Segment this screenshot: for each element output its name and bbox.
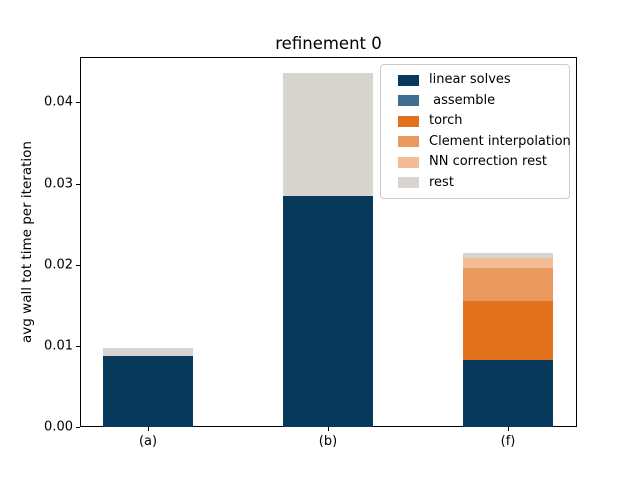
plot-area: linear solves assemble torch Clement inter… [80,57,577,427]
bar-segment-nn-correction-rest [463,258,553,268]
legend-item: rest [398,174,561,190]
legend-label: linear solves [429,72,511,87]
y-tick-label: 0.02 [44,257,73,273]
legend-label: Clement interpolation [429,133,571,149]
x-tick-label: (b) [318,434,338,449]
bar-segment-torch [463,301,553,361]
legend-item: linear solves [398,73,561,87]
y-tick-mark [76,345,80,347]
y-tick-label: 0.03 [44,176,73,192]
x-tick-mark [148,427,149,431]
y-tick-mark [76,427,80,428]
x-tick-mark [328,427,329,431]
y-axis-label: avg wall tot time per iteration [19,141,35,343]
bar-segment-rest [283,73,373,196]
bar-segment-rest [103,348,193,357]
y-tick-mark [76,183,80,185]
y-tick-label: 0.00 [44,419,73,435]
x-tick-label: (a) [138,434,158,449]
legend-item: Clement interpolation [398,134,571,149]
legend-label: rest [429,174,454,190]
y-tick-mark [76,102,80,104]
legend-item: assemble [398,92,561,108]
legend-label: torch [429,113,463,128]
legend: linear solves assemble torch Clement inter… [380,64,571,199]
legend-swatch-icon [398,156,419,168]
bar-segment-rest [463,252,553,259]
legend-swatch-icon [398,74,419,86]
legend-item: NN correction rest [398,155,561,169]
y-tick-label: 0.04 [44,94,73,110]
legend-swatch-icon [398,95,419,106]
y-tick-label: 0.01 [44,338,73,354]
legend-swatch-icon [398,177,419,188]
legend-label: assemble [429,92,496,108]
legend-swatch-icon [398,136,419,147]
bar-segment-linear-solves [463,360,553,427]
x-tick-label: (f) [500,434,516,449]
legend-swatch-icon [398,115,419,127]
legend-item: torch [398,114,561,128]
bar-segment-linear-solves [103,356,193,427]
bar-segment-linear-solves [283,195,373,427]
chart-title: refinement 0 [275,34,382,53]
bar-segment-clement-interpolation [463,267,553,302]
y-tick-mark [76,264,80,266]
legend-label: NN correction rest [429,154,547,169]
x-tick-mark [508,427,509,431]
